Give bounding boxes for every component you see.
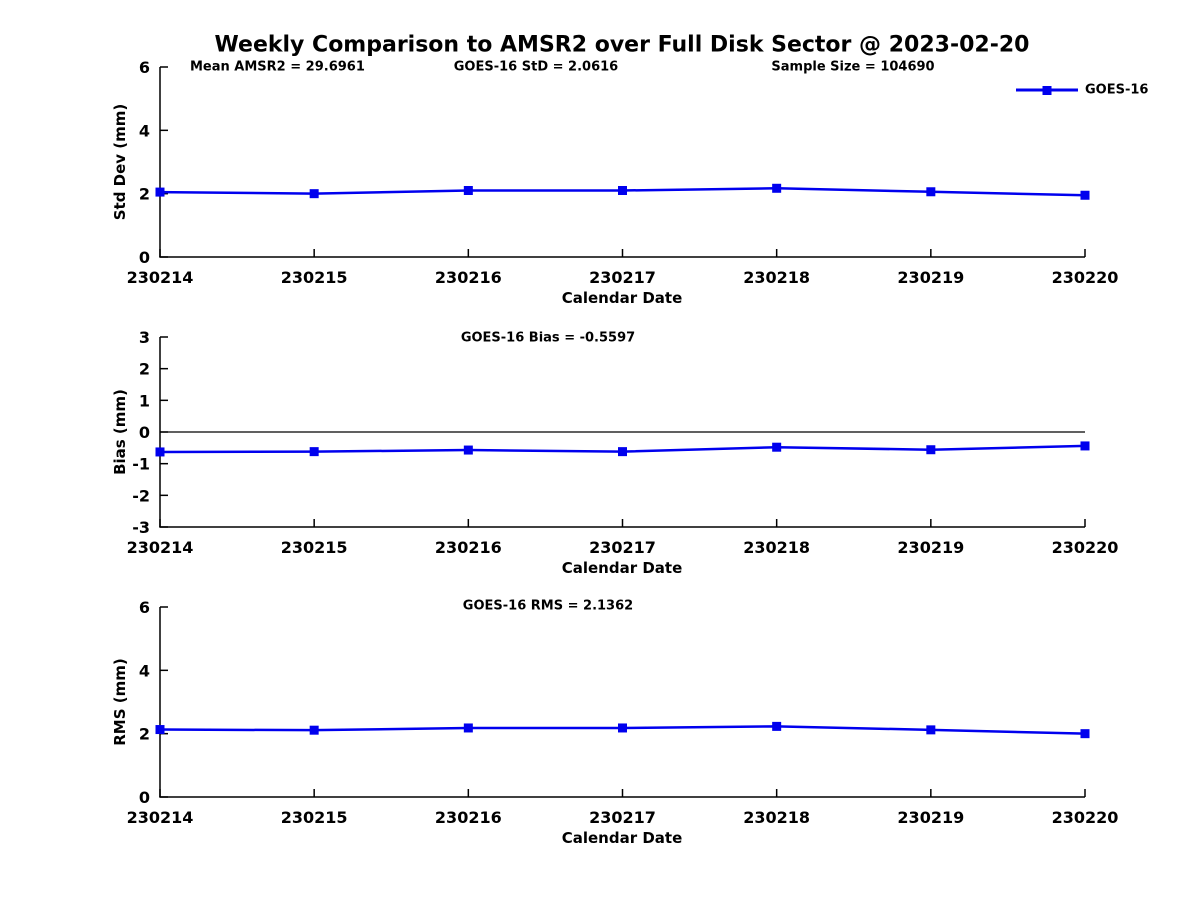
bias-subplot-x-tick-label: 230217 bbox=[589, 538, 656, 557]
std-dev-subplot-data-marker bbox=[155, 187, 165, 197]
annotation-mean-amsr2: Mean AMSR2 = 29.6961 bbox=[190, 59, 365, 75]
legend-label: GOES-16 bbox=[1085, 82, 1149, 98]
bias-subplot-x-tick-label: 230220 bbox=[1052, 538, 1119, 557]
rms-subplot-x-tick-label: 230219 bbox=[897, 808, 964, 827]
std-dev-subplot-x-tick-label: 230218 bbox=[743, 268, 810, 287]
rms-subplot-x-tick-label: 230218 bbox=[743, 808, 810, 827]
chart-title: Weekly Comparison to AMSR2 over Full Dis… bbox=[214, 32, 1030, 58]
bias-subplot-x-tick-label: 230218 bbox=[743, 538, 810, 557]
bias-subplot-data-marker bbox=[1080, 441, 1090, 451]
std-dev-subplot-x-tick-label: 230219 bbox=[897, 268, 964, 287]
bias-subplot-data-marker bbox=[926, 445, 936, 455]
rms-subplot-data-marker bbox=[618, 723, 627, 733]
bias-subplot-y-tick-label: -2 bbox=[132, 486, 150, 505]
bias-subplot-y-tick-label: 1 bbox=[139, 391, 150, 410]
std-dev-subplot-y-tick-label: 2 bbox=[139, 185, 150, 204]
rms-subplot-data-marker bbox=[309, 725, 319, 735]
bias-subplot-data-marker bbox=[155, 447, 165, 457]
bias-subplot-x-tick-label: 230215 bbox=[281, 538, 348, 557]
bias-subplot-data-marker bbox=[463, 445, 473, 455]
rms-subplot-data-marker bbox=[155, 725, 165, 735]
std-dev-subplot-data-marker bbox=[618, 186, 627, 195]
bias-subplot-data-marker bbox=[772, 442, 782, 452]
std-dev-subplot-data-marker bbox=[463, 186, 473, 195]
rms-subplot-x-tick-label: 230217 bbox=[589, 808, 656, 827]
legend-square-marker-icon bbox=[1042, 85, 1052, 95]
bias-subplot-x-tick-label: 230214 bbox=[127, 538, 194, 557]
std-dev-subplot-x-tick-label: 230220 bbox=[1052, 268, 1119, 287]
annotation-sample-size: Sample Size = 104690 bbox=[771, 59, 935, 75]
legend-line-icon bbox=[1016, 85, 1078, 95]
bias-subplot-data-marker bbox=[618, 447, 627, 457]
rms-subplot-x-tick-label: 230216 bbox=[435, 808, 502, 827]
rms-subplot-x-tick-label: 230214 bbox=[127, 808, 194, 827]
std-dev-subplot-x-tick-label: 230216 bbox=[435, 268, 502, 287]
std-dev-subplot-y-tick-label: 6 bbox=[139, 58, 150, 77]
bias-subplot-y-tick-label: 0 bbox=[139, 423, 150, 442]
std-dev-subplot-x-tick-label: 230214 bbox=[127, 268, 194, 287]
std-dev-subplot-x-tick-label: 230215 bbox=[281, 268, 348, 287]
std-dev-subplot-x-tick-label: 230217 bbox=[589, 268, 656, 287]
bias-x-axis-label: Calendar Date bbox=[561, 559, 683, 577]
std-dev-subplot-data-marker bbox=[1080, 190, 1090, 200]
rms-subplot-data-marker bbox=[926, 725, 936, 735]
bias-subplot-y-tick-label: 3 bbox=[139, 328, 150, 347]
rms-subplot-x-tick-label: 230215 bbox=[281, 808, 348, 827]
std-dev-subplot-data-marker bbox=[772, 183, 782, 193]
bias-subplot-title: GOES-16 Bias = -0.5597 bbox=[460, 330, 636, 346]
std-dev-subplot-data-marker bbox=[309, 189, 319, 199]
std-dev-subplot-y-tick-label: 0 bbox=[139, 248, 150, 267]
std-dev-x-axis-label: Calendar Date bbox=[561, 289, 683, 307]
bias-subplot-y-tick-label: -1 bbox=[132, 455, 150, 474]
rms-subplot-x-tick-label: 230220 bbox=[1052, 808, 1119, 827]
rms-subplot-y-tick-label: 2 bbox=[139, 725, 150, 744]
rms-subplot-y-tick-label: 0 bbox=[139, 788, 150, 807]
rms-x-axis-label: Calendar Date bbox=[561, 829, 683, 847]
std-dev-subplot-data-marker bbox=[926, 187, 936, 197]
std-dev-subplot-y-tick-label: 4 bbox=[139, 121, 150, 140]
annotation-goes16-std: GOES-16 StD = 2.0616 bbox=[453, 59, 619, 75]
rms-subplot-data-marker bbox=[772, 721, 782, 731]
rms-subplot-y-tick-label: 4 bbox=[139, 661, 150, 680]
rms-subplot-data-marker bbox=[1080, 729, 1090, 739]
bias-subplot-x-tick-label: 230219 bbox=[897, 538, 964, 557]
legend: GOES-16 bbox=[1016, 83, 1148, 98]
rms-subplot-y-tick-label: 6 bbox=[139, 598, 150, 617]
rms-subplot-title: GOES-16 RMS = 2.1362 bbox=[462, 598, 634, 614]
bias-subplot-y-tick-label: -3 bbox=[132, 518, 150, 537]
bias-subplot-data-marker bbox=[309, 447, 319, 457]
bias-subplot-y-tick-label: 2 bbox=[139, 360, 150, 379]
rms-subplot-data-marker bbox=[463, 723, 473, 733]
bias-subplot-x-tick-label: 230216 bbox=[435, 538, 502, 557]
